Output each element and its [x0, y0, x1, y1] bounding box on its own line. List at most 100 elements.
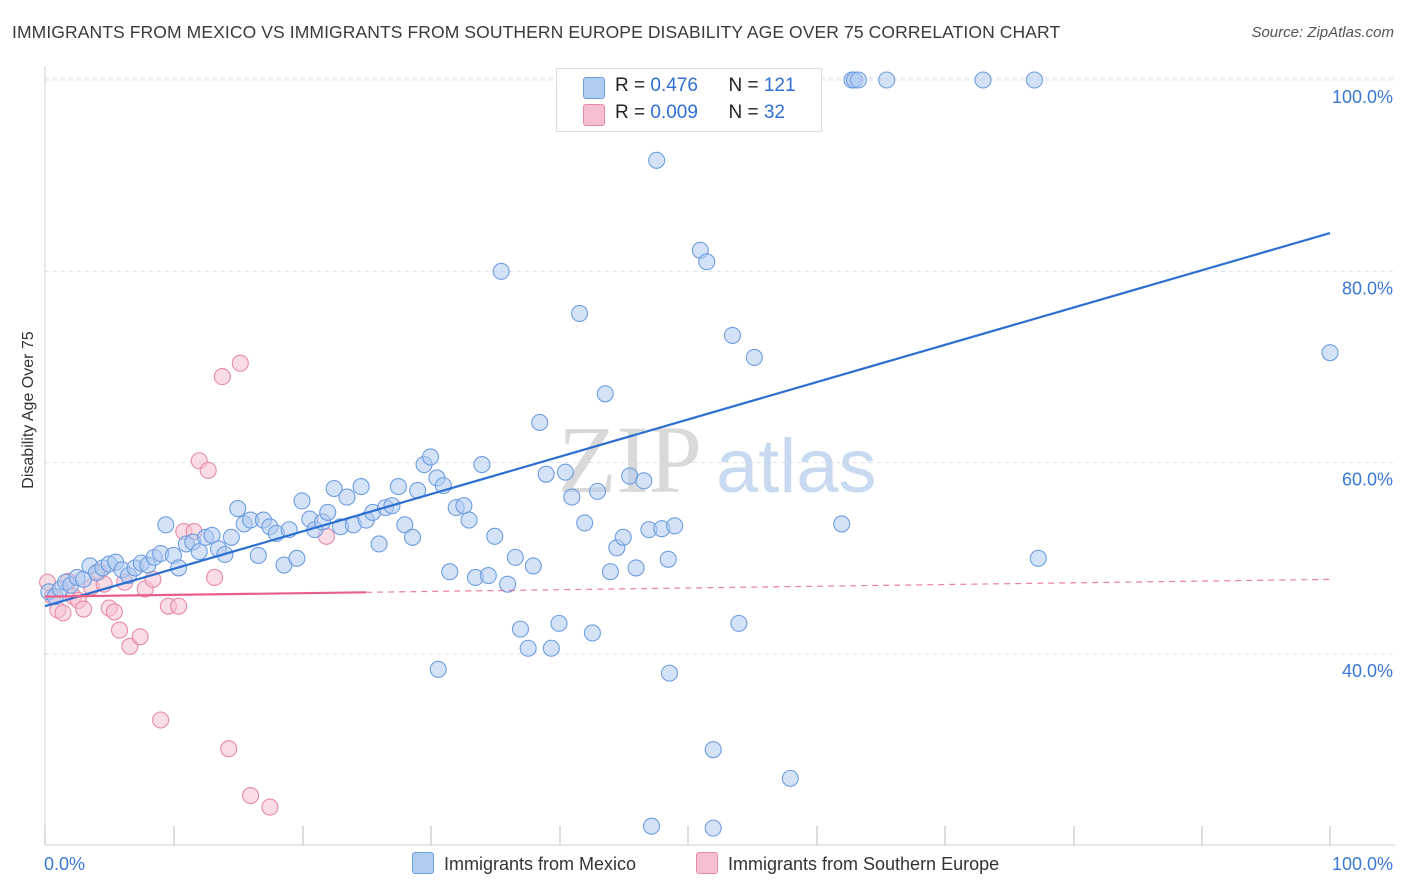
mexico-point — [531, 413, 549, 432]
mexico-point — [492, 262, 510, 280]
mexico-point — [659, 550, 677, 568]
mexico-point — [576, 514, 594, 532]
mexico-point — [519, 639, 537, 657]
y-axis-title: Disability Age Over 75 — [20, 331, 37, 489]
mexico-point — [730, 614, 748, 632]
y-tick-label-40: 40.0% — [1342, 661, 1393, 681]
mexico-point — [704, 819, 722, 837]
y-tick-label-100: 100.0% — [1332, 87, 1393, 107]
mexico-point — [338, 488, 356, 506]
southern-europe-point — [110, 621, 129, 639]
mexico-point — [583, 624, 601, 642]
mexico-point — [421, 448, 440, 466]
legend-n-label: N = — [728, 102, 764, 123]
bottom-legend-mexico: Immigrants from Mexico — [412, 852, 636, 875]
mexico-point — [1025, 71, 1043, 89]
mexico-point — [833, 515, 851, 533]
mexico-point — [666, 517, 684, 535]
mexico-point — [648, 151, 666, 169]
mexico-point — [288, 549, 306, 567]
x-tick-label-100: 100.0% — [1332, 854, 1393, 874]
legend-n-value-mexico: 121 — [763, 75, 796, 96]
mexico-point — [473, 456, 491, 474]
mexico-point — [614, 528, 632, 546]
legend-swatch-southern-europe — [583, 104, 605, 126]
southern-europe-point — [152, 711, 170, 729]
source-label: Source: ZipAtlas.com — [1251, 24, 1394, 41]
mexico-point — [511, 620, 530, 638]
mexico-point — [878, 71, 896, 89]
mexico-point — [370, 535, 388, 553]
mexico-point — [396, 516, 414, 534]
mexico-point — [588, 482, 607, 500]
y-tick-label-80: 80.0% — [1342, 278, 1393, 298]
mexico-point — [723, 326, 742, 344]
legend-r-value-mexico: 0.476 — [650, 75, 698, 96]
mexico-point — [486, 527, 504, 545]
mexico-point — [698, 253, 716, 271]
legend-n-value-southern-europe: 32 — [763, 102, 785, 123]
legend-swatch-mexico — [583, 77, 605, 99]
mexico-point — [506, 548, 524, 566]
mexico-point — [849, 71, 867, 89]
correlation-legend: R = 0.476 N = 121 R = 0.009 N = 32 — [556, 68, 822, 132]
bottom-legend-southern-europe: Immigrants from Southern Europe — [696, 852, 999, 875]
southern-europe-point — [261, 798, 279, 816]
southern-europe-point — [242, 787, 260, 805]
mexico-point — [621, 467, 639, 485]
y-tick-label-60: 60.0% — [1342, 470, 1393, 490]
mexico-point — [781, 769, 799, 787]
mexico-point — [389, 478, 407, 496]
mexico-point — [524, 557, 542, 575]
legend-r-label: R = — [615, 102, 651, 123]
mexico-point — [635, 472, 653, 490]
mexico-point — [499, 575, 517, 593]
mexico-point — [403, 528, 422, 546]
mexico-point — [190, 543, 208, 561]
mexico-point — [563, 488, 581, 506]
mexico-point — [479, 567, 497, 585]
tick-labels: 40.0% 60.0% 80.0% 100.0% 0.0% 100.0% — [44, 87, 1393, 874]
southern-europe-point — [206, 568, 224, 587]
mexico-point — [222, 528, 240, 546]
watermark: ZIP atlas — [558, 406, 877, 513]
x-tick-label-0: 0.0% — [44, 854, 85, 874]
mexico-point — [229, 500, 247, 518]
mexico-point — [537, 465, 555, 483]
mexico-point — [596, 385, 614, 403]
southern-europe-point — [75, 600, 93, 618]
mexico-point — [460, 511, 478, 529]
mexico-point — [660, 664, 679, 682]
mexico-point — [542, 639, 560, 657]
chart-title: IMMIGRANTS FROM MEXICO VS IMMIGRANTS FRO… — [12, 22, 1061, 42]
mexico-point — [974, 71, 992, 89]
legend-r-value-southern-europe: 0.009 — [650, 102, 698, 123]
trend-line-southern-europe — [44, 591, 367, 598]
bottom-legend-swatch-mexico — [412, 852, 434, 874]
trend-lines — [44, 232, 1331, 608]
mexico-point — [293, 492, 311, 510]
southern-europe-point — [213, 368, 231, 386]
southern-europe-point — [170, 597, 188, 615]
mexico-point — [627, 559, 645, 577]
southern-europe-point — [199, 461, 217, 479]
mexico-point — [1029, 549, 1047, 567]
watermark-zip: ZIP — [558, 406, 702, 513]
mexico-point — [249, 546, 267, 565]
mexico-point — [550, 614, 568, 632]
bottom-legend-label-mexico: Immigrants from Mexico — [444, 854, 637, 874]
mexico-point — [601, 563, 619, 581]
southern-europe-point — [105, 603, 123, 621]
mexico-point — [325, 479, 343, 498]
watermark-atlas: atlas — [716, 424, 877, 509]
trend-line-mexico — [44, 232, 1331, 608]
mexico-point — [319, 503, 337, 521]
mexico-point — [1321, 344, 1339, 362]
southern-europe-point — [231, 354, 249, 372]
axes — [44, 66, 1395, 846]
mexico-point — [556, 463, 574, 481]
legend-r-label: R = — [615, 75, 651, 96]
mexico-point — [429, 660, 447, 678]
southern-europe-point — [54, 604, 72, 622]
